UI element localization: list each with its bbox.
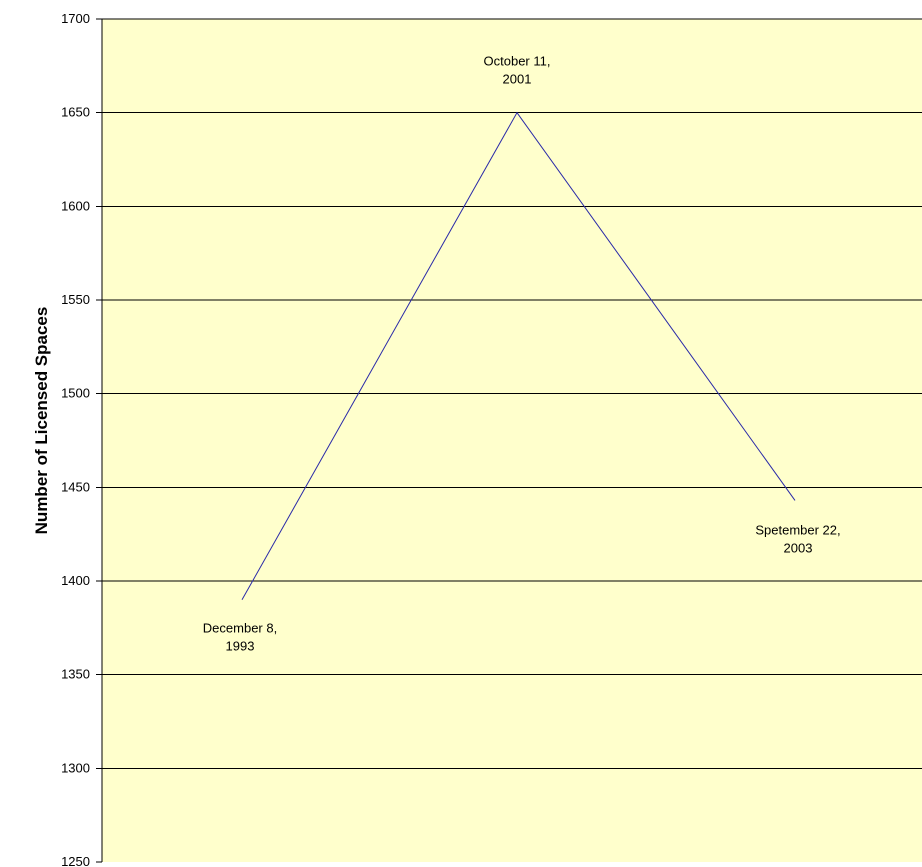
plot-area [102, 19, 922, 862]
y-axis-title: Number of Licensed Spaces [32, 307, 51, 535]
data-label: October 11, 2001 [484, 54, 551, 87]
y-tick-label: 1700 [61, 11, 90, 26]
data-label: Spetember 22, 2003 [755, 522, 840, 555]
y-tick-label: 1600 [61, 198, 90, 213]
y-axis-ticks: 1250 1300 1350 1400 1450 1500 1550 1600 1650 1700 [61, 11, 102, 867]
y-tick-label: 1500 [61, 386, 90, 401]
data-label: December 8, 1993 [203, 621, 277, 654]
gridlines [102, 18, 922, 769]
y-tick-label: 1350 [61, 667, 90, 682]
y-tick-label: 1400 [61, 573, 90, 588]
series-line [241, 111, 796, 600]
y-tick-label: 1650 [61, 105, 90, 120]
series [241, 111, 796, 600]
y-tick-label: 1450 [61, 479, 90, 494]
y-tick-label: 1300 [61, 760, 90, 775]
data-labels: December 8, 1993 October 11, 2001 Spetember … [203, 54, 841, 654]
y-tick-label: 1550 [61, 292, 90, 307]
y-tick-label: 1250 [61, 854, 90, 867]
